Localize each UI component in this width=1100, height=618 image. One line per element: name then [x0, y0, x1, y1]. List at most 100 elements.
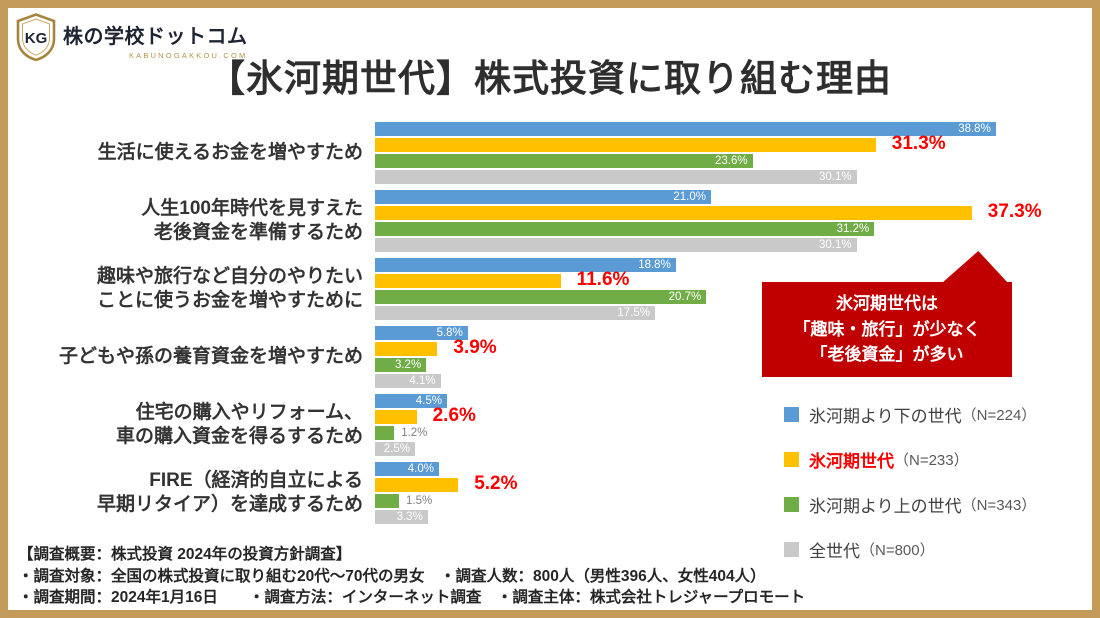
value-label: 18.8% — [638, 259, 671, 271]
value-label: 23.6% — [714, 155, 748, 167]
bar-track: 3.3% — [375, 510, 1080, 524]
legend-item: 氷河期より上の世代 （N=343） — [784, 492, 1036, 517]
bar-older: 31.2% — [375, 222, 875, 236]
bar-older — [375, 494, 399, 508]
bar-track: 4.1% — [375, 374, 1080, 388]
bar-track: 2.6% — [375, 406, 1080, 426]
legend-item: 氷河期世代 （N=233） — [784, 447, 1036, 472]
value-label: 38.8% — [958, 123, 991, 135]
bar-track: 31.3% — [375, 134, 1080, 154]
value-label: 4.5% — [415, 395, 442, 407]
bar-track: 17.5% — [375, 306, 1080, 320]
bar-track: 20.7% — [375, 290, 1080, 304]
bar-track: 30.1% — [375, 238, 1080, 252]
bar-iceage — [375, 274, 561, 288]
chart-row: FIRE（経済的自立による 早期リタイア）を達成するため 4.0% 5.2% 1.5% 3… — [20, 462, 1080, 524]
bar-track: 38.8% — [375, 122, 1080, 136]
bar-track: 11.6% — [375, 270, 1080, 290]
bar-all: 4.1% — [375, 374, 441, 388]
bar-track: 3.9% — [375, 338, 1080, 358]
value-label: 2.5% — [383, 443, 410, 455]
value-label-highlight: 31.3% — [891, 133, 946, 154]
bar-track: 4.5% — [375, 394, 1080, 408]
category-bars: 5.8% 3.9% 3.2% 4.1% — [375, 326, 1080, 388]
value-label-highlight: 3.9% — [453, 337, 497, 358]
value-label: 3.3% — [396, 511, 423, 523]
bar-track: 1.2% — [375, 426, 1080, 440]
bar-all: 2.5% — [375, 442, 415, 456]
chart-row: 生活に使えるお金を増やすため 38.8% 31.3% 23.6% 30.1% — [20, 122, 1080, 184]
bar-younger: 21.0% — [375, 190, 711, 204]
value-label-highlight: 2.6% — [432, 405, 476, 426]
bar-track: 2.5% — [375, 442, 1080, 456]
value-label: 20.7% — [668, 291, 702, 303]
value-label: 1.5% — [406, 495, 433, 507]
value-label: 17.5% — [617, 307, 650, 319]
bar-younger: 38.8% — [375, 122, 996, 136]
category-bars: 38.8% 31.3% 23.6% 30.1% — [375, 122, 1080, 184]
value-label: 30.1% — [818, 171, 852, 183]
category-bars: 18.8% 11.6% 20.7% 17.5% — [375, 258, 1080, 320]
bar-track: 3.2% — [375, 358, 1080, 372]
chart-row: 人生100年時代を見すえた 老後資金を準備するため 21.0% 37.3% 31.2% 3… — [20, 190, 1080, 252]
legend-name: 全世代 — [809, 542, 860, 561]
bar-younger: 4.0% — [375, 462, 439, 476]
bar-all: 30.1% — [375, 238, 857, 252]
chart-row: 子どもや孫の養育資金を増やすため 5.8% 3.9% 3.2% 4.1% — [20, 326, 1080, 388]
value-label: 30.1% — [818, 239, 852, 251]
legend-swatch — [784, 542, 799, 557]
brand-logo: KG 株の学校ドットコム KABUNOGAKKOU.COM — [16, 13, 248, 61]
value-label: 3.2% — [394, 359, 422, 371]
survey-notes: 【調査概要：株式投資 2024年の投資方針調査】 ・調査対象：全国の株式投資に取… — [18, 544, 805, 609]
survey-note-line: ・調査対象：全国の株式投資に取り組む20代～70代の男女 ・調査人数：800人（… — [18, 567, 766, 585]
bar-older: 3.2% — [375, 358, 427, 372]
legend-swatch — [784, 497, 799, 512]
value-label: 4.0% — [407, 463, 434, 475]
bar-older: 23.6% — [375, 154, 753, 168]
bar-iceage — [375, 478, 459, 492]
legend-count: （N=224） — [961, 407, 1037, 424]
legend-swatch — [784, 452, 799, 467]
legend-count: （N=343） — [961, 497, 1037, 514]
bar-all: 3.3% — [375, 510, 428, 524]
survey-note-line: 【調査概要：株式投資 2024年の投資方針調査】 — [18, 546, 352, 563]
category-label: 生活に使えるお金を増やすため — [97, 142, 363, 164]
value-label: 4.1% — [409, 375, 436, 387]
bar-iceage — [375, 342, 438, 356]
bar-track: 5.2% — [375, 474, 1080, 494]
chart-row: 住宅の購入やリフォーム、 車の購入資金を得るするため 4.5% 2.6% 1.2% 2.5… — [20, 394, 1080, 456]
legend-count: （N=800） — [860, 542, 935, 559]
bar-iceage — [375, 206, 972, 220]
legend-name: 氷河期より上の世代 — [809, 497, 962, 516]
bar-track: 5.8% — [375, 326, 1080, 340]
category-bars: 4.5% 2.6% 1.2% 2.5% — [375, 394, 1080, 456]
category-label: 人生100年時代を見すえた 老後資金を準備するため — [141, 198, 363, 243]
legend: 氷河期より下の世代 （N=224） 氷河期世代 （N=233） 氷河期より上の世代 （N=… — [784, 402, 1036, 562]
legend-item: 氷河期より下の世代 （N=224） — [784, 402, 1036, 427]
callout-line: 氷河期世代は — [836, 294, 938, 313]
value-label-highlight: 37.3% — [987, 201, 1042, 222]
value-label-highlight: 11.6% — [576, 269, 630, 290]
chart-row: 趣味や旅行など自分のやりたい ことに使うお金を増やすために 18.8% 11.6% 20… — [20, 258, 1080, 320]
bar-track: 1.5% — [375, 494, 1080, 508]
bar-older: 20.7% — [375, 290, 707, 304]
bar-all: 17.5% — [375, 306, 655, 320]
bar-track: 30.1% — [375, 170, 1080, 184]
value-label: 1.2% — [401, 427, 428, 439]
bar-younger: 4.5% — [375, 394, 447, 408]
category-label: FIRE（経済的自立による 早期リタイア）を達成するため — [96, 470, 363, 515]
bar-track: 31.2% — [375, 222, 1080, 236]
bar-track: 23.6% — [375, 154, 1080, 168]
value-label: 21.0% — [673, 191, 706, 203]
category-label: 住宅の購入やリフォーム、 車の購入資金を得るするため — [115, 402, 363, 447]
callout-line: 「老後資金」が多い — [810, 345, 964, 364]
survey-note-line: ・調査期間：2024年1月16日 ・調査方法：インターネット調査 ・調査主体：株… — [18, 589, 806, 606]
legend-swatch — [784, 407, 799, 422]
legend-count: （N=233） — [894, 452, 969, 469]
value-label: 31.2% — [836, 223, 870, 235]
category-label: 子どもや孫の養育資金を増やすため — [58, 346, 363, 368]
bar-track: 4.0% — [375, 462, 1080, 476]
bar-younger: 5.8% — [375, 326, 468, 340]
grouped-bar-chart: 生活に使えるお金を増やすため 38.8% 31.3% 23.6% 30.1% 人生100年… — [20, 122, 1080, 530]
brand-domain: KABUNOGAKKOU.COM — [128, 51, 248, 60]
